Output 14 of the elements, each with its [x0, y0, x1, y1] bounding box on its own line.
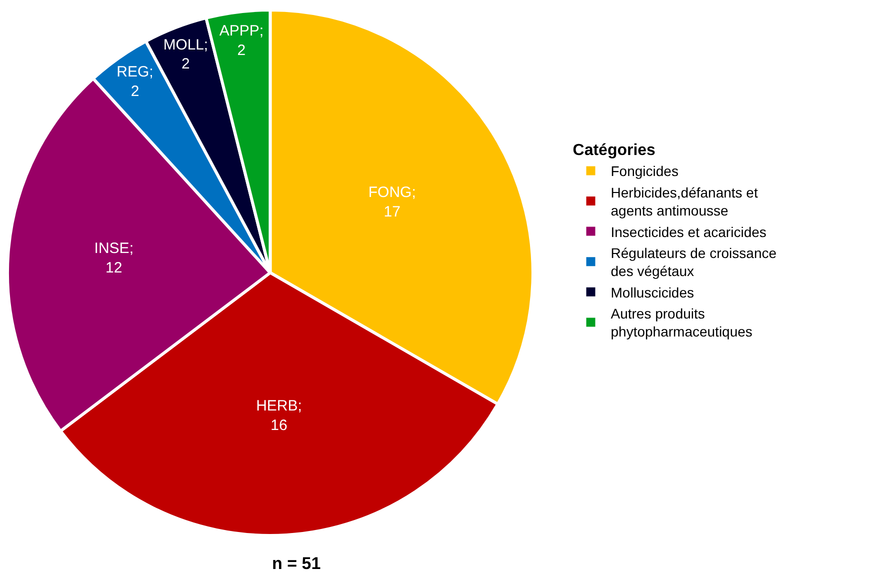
legend-label: Molluscicides	[610, 284, 694, 300]
data-label: FONG; 17	[368, 184, 416, 221]
data-label: MOLL; 2	[163, 37, 208, 73]
text: n = 51	[272, 554, 321, 573]
legend-label: Insecticides et acaricides	[610, 224, 766, 240]
legend-title: Catégories	[572, 142, 656, 160]
legend-label: Autres produits phytopharmaceutiques	[610, 306, 752, 340]
data-label: APPP; 2	[219, 22, 264, 59]
data-label: INSE; 12	[94, 240, 134, 276]
legend-label: Herbicides,défanants et agents antimousse	[610, 184, 758, 219]
data-label: HERB; 16	[256, 397, 302, 434]
data-label: REG; 2	[116, 64, 154, 100]
legend-label: Régulateurs de croissance des végétaux	[610, 244, 777, 280]
legend-label: Fongicides	[610, 163, 678, 180]
